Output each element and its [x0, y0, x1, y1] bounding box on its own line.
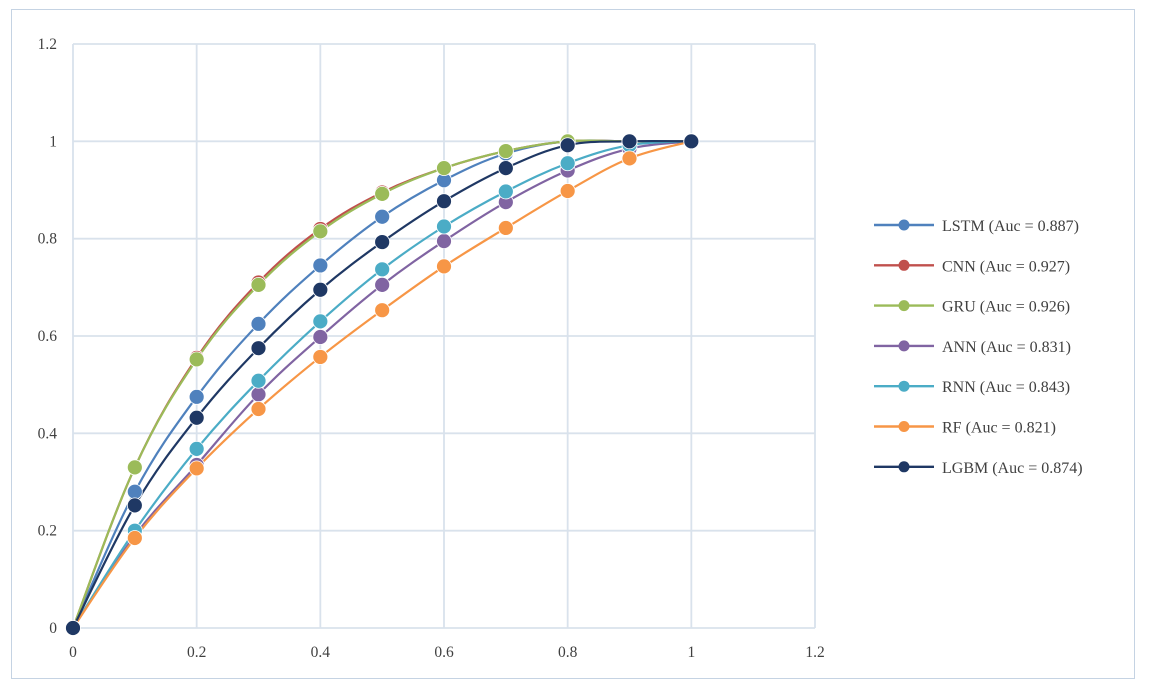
- y-axis-tick-labels: 0 0.2 0.4 0.6 0.8 1 1.2: [38, 36, 58, 637]
- y-tick-label: 1: [49, 133, 57, 150]
- series-marker: [250, 315, 267, 332]
- series-marker: [497, 143, 514, 159]
- legend-marker: [898, 219, 910, 231]
- y-tick-label: 0.8: [38, 231, 58, 248]
- series-marker: [65, 620, 81, 636]
- series-marker: [374, 276, 391, 293]
- series-marker: [188, 460, 205, 477]
- legend-marker: [898, 380, 910, 392]
- y-tick-label: 1.2: [38, 36, 57, 53]
- legend-label: RF (Auc = 0.821): [942, 420, 1056, 437]
- series-marker: [497, 220, 514, 236]
- series-marker: [559, 183, 576, 199]
- series-marker: [436, 218, 452, 235]
- legend-label: ANN (Auc = 0.831): [942, 339, 1071, 356]
- legend-marker: [898, 300, 910, 312]
- series-marker: [126, 497, 143, 514]
- series-marker: [312, 349, 329, 365]
- series-marker: [250, 276, 267, 293]
- x-tick-label: 0.2: [187, 644, 206, 661]
- y-tick-label: 0.4: [38, 425, 58, 442]
- grid-lines: [72, 43, 816, 629]
- legend-marker: [898, 421, 910, 432]
- legend-label: CNN (Auc = 0.927): [942, 258, 1070, 275]
- legend-marker: [898, 340, 910, 352]
- series-marker: [621, 150, 638, 167]
- series-marker: [436, 258, 452, 275]
- series-marker: [250, 401, 267, 417]
- y-tick-label: 0.6: [38, 328, 58, 345]
- y-tick-label: 0: [49, 620, 57, 637]
- x-tick-label: 1: [687, 644, 695, 661]
- series-marker: [559, 137, 576, 154]
- series-markers: [65, 133, 700, 636]
- legend-label: LSTM (Auc = 0.887): [942, 218, 1079, 235]
- legend-marker: [898, 259, 910, 271]
- series-marker: [312, 313, 329, 330]
- series-marker: [312, 281, 329, 298]
- legend-label: LGBM (Auc = 0.874): [942, 460, 1083, 477]
- series-marker: [497, 183, 514, 200]
- series-marker: [126, 530, 143, 546]
- series-marker: [436, 160, 452, 177]
- series-marker: [436, 233, 452, 250]
- x-tick-label: 0.4: [311, 644, 331, 661]
- series-marker: [188, 388, 205, 405]
- x-tick-label: 0.6: [434, 644, 454, 661]
- series-marker: [312, 257, 329, 274]
- series-marker: [497, 160, 514, 177]
- series-marker: [188, 441, 205, 457]
- chart-frame: [11, 9, 1135, 679]
- series-marker: [683, 133, 700, 150]
- y-tick-label: 0.2: [38, 523, 57, 540]
- series-marker: [374, 302, 391, 319]
- series-line: [72, 140, 692, 629]
- series-marker: [559, 155, 576, 172]
- series-marker: [374, 261, 391, 278]
- x-axis-tick-labels: 0 0.2 0.4 0.6 0.8 1 1.2: [69, 644, 825, 661]
- series-marker: [312, 329, 329, 345]
- series-marker: [374, 208, 391, 225]
- series-marker: [126, 483, 143, 500]
- legend: LSTM (Auc = 0.887) CNN (Auc = 0.927) GRU (…: [874, 218, 1083, 477]
- series-marker: [374, 185, 391, 202]
- x-tick-label: 1.2: [805, 644, 824, 661]
- series-marker: [250, 372, 267, 389]
- legend-marker: [898, 461, 910, 473]
- x-tick-label: 0.8: [558, 644, 578, 661]
- series-marker: [250, 340, 267, 357]
- series-marker: [436, 193, 452, 210]
- legend-label: RNN (Auc = 0.843): [942, 379, 1070, 396]
- x-tick-label: 0: [69, 644, 77, 661]
- series-marker: [126, 459, 143, 476]
- series-marker: [188, 351, 205, 368]
- series-marker: [374, 234, 391, 250]
- series-marker: [188, 409, 205, 426]
- series-marker: [621, 133, 638, 150]
- series-marker: [312, 223, 329, 240]
- legend-label: GRU (Auc = 0.926): [942, 299, 1070, 316]
- series-marker: [250, 386, 267, 403]
